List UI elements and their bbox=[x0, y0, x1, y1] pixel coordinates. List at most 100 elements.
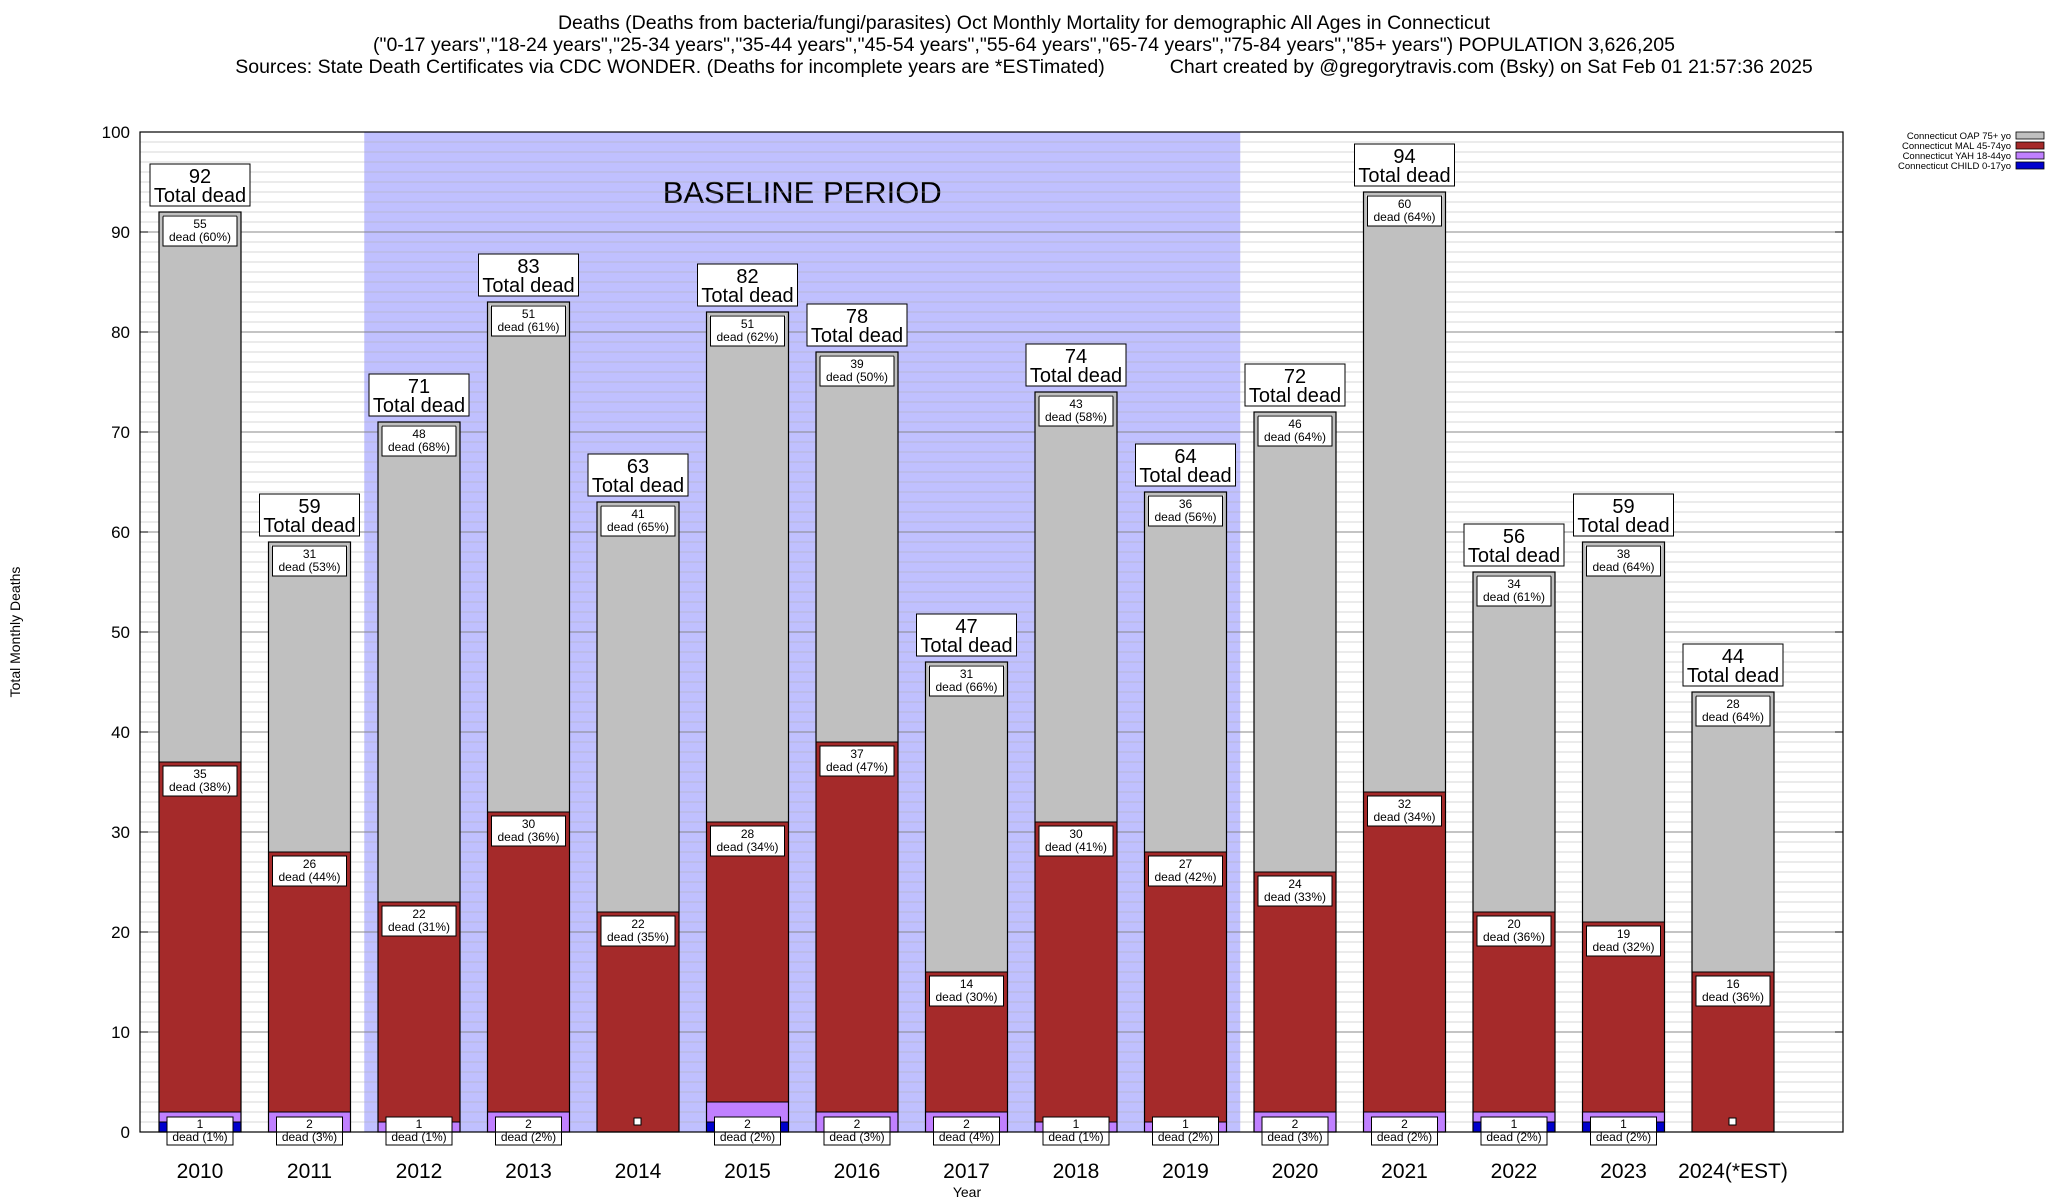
total-dead-label: Total dead bbox=[263, 515, 355, 537]
y-tick-label: 50 bbox=[111, 623, 130, 642]
yah-label-box bbox=[1371, 1116, 1438, 1146]
mal-segment bbox=[487, 811, 570, 1113]
total-label-box bbox=[1244, 363, 1346, 407]
y-tick-label: 100 bbox=[102, 123, 130, 142]
total-value: 92 bbox=[189, 166, 211, 188]
oap-pct: dead (65%) bbox=[607, 520, 669, 534]
mal-label-box bbox=[272, 855, 347, 887]
mal-segment bbox=[1144, 851, 1227, 1123]
total-dead-label: Total dead bbox=[1358, 165, 1450, 187]
yah-pct: dead (4%) bbox=[939, 1130, 994, 1144]
yah-pct: dead (1%) bbox=[172, 1130, 227, 1144]
oap-pct: dead (64%) bbox=[1264, 430, 1326, 444]
mal-pct: dead (36%) bbox=[1483, 930, 1545, 944]
yah-count: 2 bbox=[306, 1117, 313, 1131]
mal-pct: dead (36%) bbox=[497, 830, 559, 844]
mal-segment bbox=[1363, 791, 1446, 1113]
yah-count: 2 bbox=[525, 1117, 532, 1131]
mal-label-box bbox=[600, 915, 676, 947]
total-value: 59 bbox=[298, 496, 320, 518]
mal-label-box bbox=[1695, 975, 1771, 1007]
yah-pct: dead (2%) bbox=[1158, 1130, 1213, 1144]
oap-segment bbox=[1144, 491, 1227, 853]
oap-label-box bbox=[1148, 495, 1223, 527]
yah-pct: dead (1%) bbox=[1048, 1130, 1103, 1144]
x-tick-label: 2017 bbox=[943, 1160, 990, 1183]
total-value: 74 bbox=[1065, 346, 1087, 368]
oap-segment bbox=[1363, 191, 1446, 793]
legend-swatch bbox=[2015, 131, 2045, 140]
yah-pct: dead (1%) bbox=[391, 1130, 446, 1144]
oap-pct: dead (50%) bbox=[826, 370, 888, 384]
mal-label-box bbox=[381, 905, 457, 937]
mal-label-box bbox=[1586, 925, 1661, 957]
yah-label-box bbox=[495, 1116, 562, 1146]
mal-pct: dead (38%) bbox=[169, 780, 231, 794]
mal-count: 20 bbox=[1507, 917, 1521, 931]
yah-pct: dead (2%) bbox=[1377, 1130, 1432, 1144]
oap-segment bbox=[1582, 541, 1665, 923]
oap-count: 28 bbox=[1726, 697, 1740, 711]
y-tick-label: 60 bbox=[111, 523, 130, 542]
y-axis-label: Total Monthly Deaths bbox=[7, 567, 23, 698]
oap-segment bbox=[377, 421, 461, 903]
total-value: 59 bbox=[1612, 496, 1634, 518]
oap-label-box bbox=[1367, 195, 1442, 227]
total-label-box bbox=[1682, 643, 1784, 687]
oap-count: 36 bbox=[1179, 497, 1193, 511]
oap-segment bbox=[1034, 391, 1118, 823]
total-dead-label: Total dead bbox=[1139, 465, 1231, 487]
oap-count: 55 bbox=[193, 217, 207, 231]
mal-count: 14 bbox=[960, 977, 974, 991]
x-tick-label: 2013 bbox=[505, 1160, 552, 1183]
legend-label: Connecticut MAL 45-74yo bbox=[1902, 141, 2011, 152]
mal-count: 27 bbox=[1179, 857, 1193, 871]
mal-label-box bbox=[819, 745, 895, 777]
oap-segment bbox=[1472, 571, 1556, 913]
child-segment bbox=[1473, 1122, 1481, 1132]
oap-segment bbox=[596, 501, 680, 913]
oap-pct: dead (64%) bbox=[1592, 560, 1654, 574]
total-dead-label: Total dead bbox=[1687, 665, 1779, 687]
child-segment bbox=[706, 1122, 715, 1132]
yah-count: 1 bbox=[1620, 1117, 1627, 1131]
yah-label-box bbox=[714, 1116, 781, 1146]
total-value: 83 bbox=[517, 256, 539, 278]
oap-label-box bbox=[381, 425, 457, 457]
mal-pct: dead (41%) bbox=[1045, 840, 1107, 854]
total-dead-label: Total dead bbox=[1468, 545, 1560, 567]
y-tick-label: 10 bbox=[111, 1023, 130, 1042]
total-dead-label: Total dead bbox=[920, 635, 1012, 657]
oap-label-box bbox=[272, 545, 347, 577]
mal-count: 37 bbox=[850, 747, 864, 761]
x-tick-label: 2021 bbox=[1381, 1160, 1428, 1183]
mal-pct: dead (36%) bbox=[1702, 990, 1764, 1004]
total-label-box bbox=[1354, 143, 1455, 187]
total-value: 78 bbox=[846, 306, 868, 328]
total-value: 94 bbox=[1393, 146, 1415, 168]
oap-label-box bbox=[1476, 575, 1552, 607]
chart-titles: Deaths (Deaths from bacteria/fungi/paras… bbox=[0, 12, 2048, 78]
yah-label-box bbox=[276, 1116, 343, 1146]
yah-count: 2 bbox=[854, 1117, 861, 1131]
mal-pct: dead (30%) bbox=[935, 990, 997, 1004]
x-tick-label: 2023 bbox=[1600, 1160, 1647, 1183]
mal-count: 28 bbox=[741, 827, 755, 841]
oap-pct: dead (66%) bbox=[935, 680, 997, 694]
yah-count: 1 bbox=[1511, 1117, 1518, 1131]
mal-label-box bbox=[1476, 915, 1552, 947]
mal-pct: dead (31%) bbox=[388, 920, 450, 934]
mal-segment bbox=[1034, 821, 1118, 1123]
oap-count: 31 bbox=[303, 547, 317, 561]
child-segment bbox=[1582, 1122, 1591, 1132]
total-label-box bbox=[368, 373, 470, 417]
chart-title: Deaths (Deaths from bacteria/fungi/paras… bbox=[557, 12, 1491, 34]
mal-count: 24 bbox=[1288, 877, 1302, 891]
yah-label-box bbox=[1042, 1116, 1110, 1146]
yah-pct: dead (3%) bbox=[282, 1130, 337, 1144]
oap-count: 60 bbox=[1398, 197, 1412, 211]
legend-swatch bbox=[2015, 151, 2045, 160]
oap-pct: dead (62%) bbox=[716, 330, 778, 344]
